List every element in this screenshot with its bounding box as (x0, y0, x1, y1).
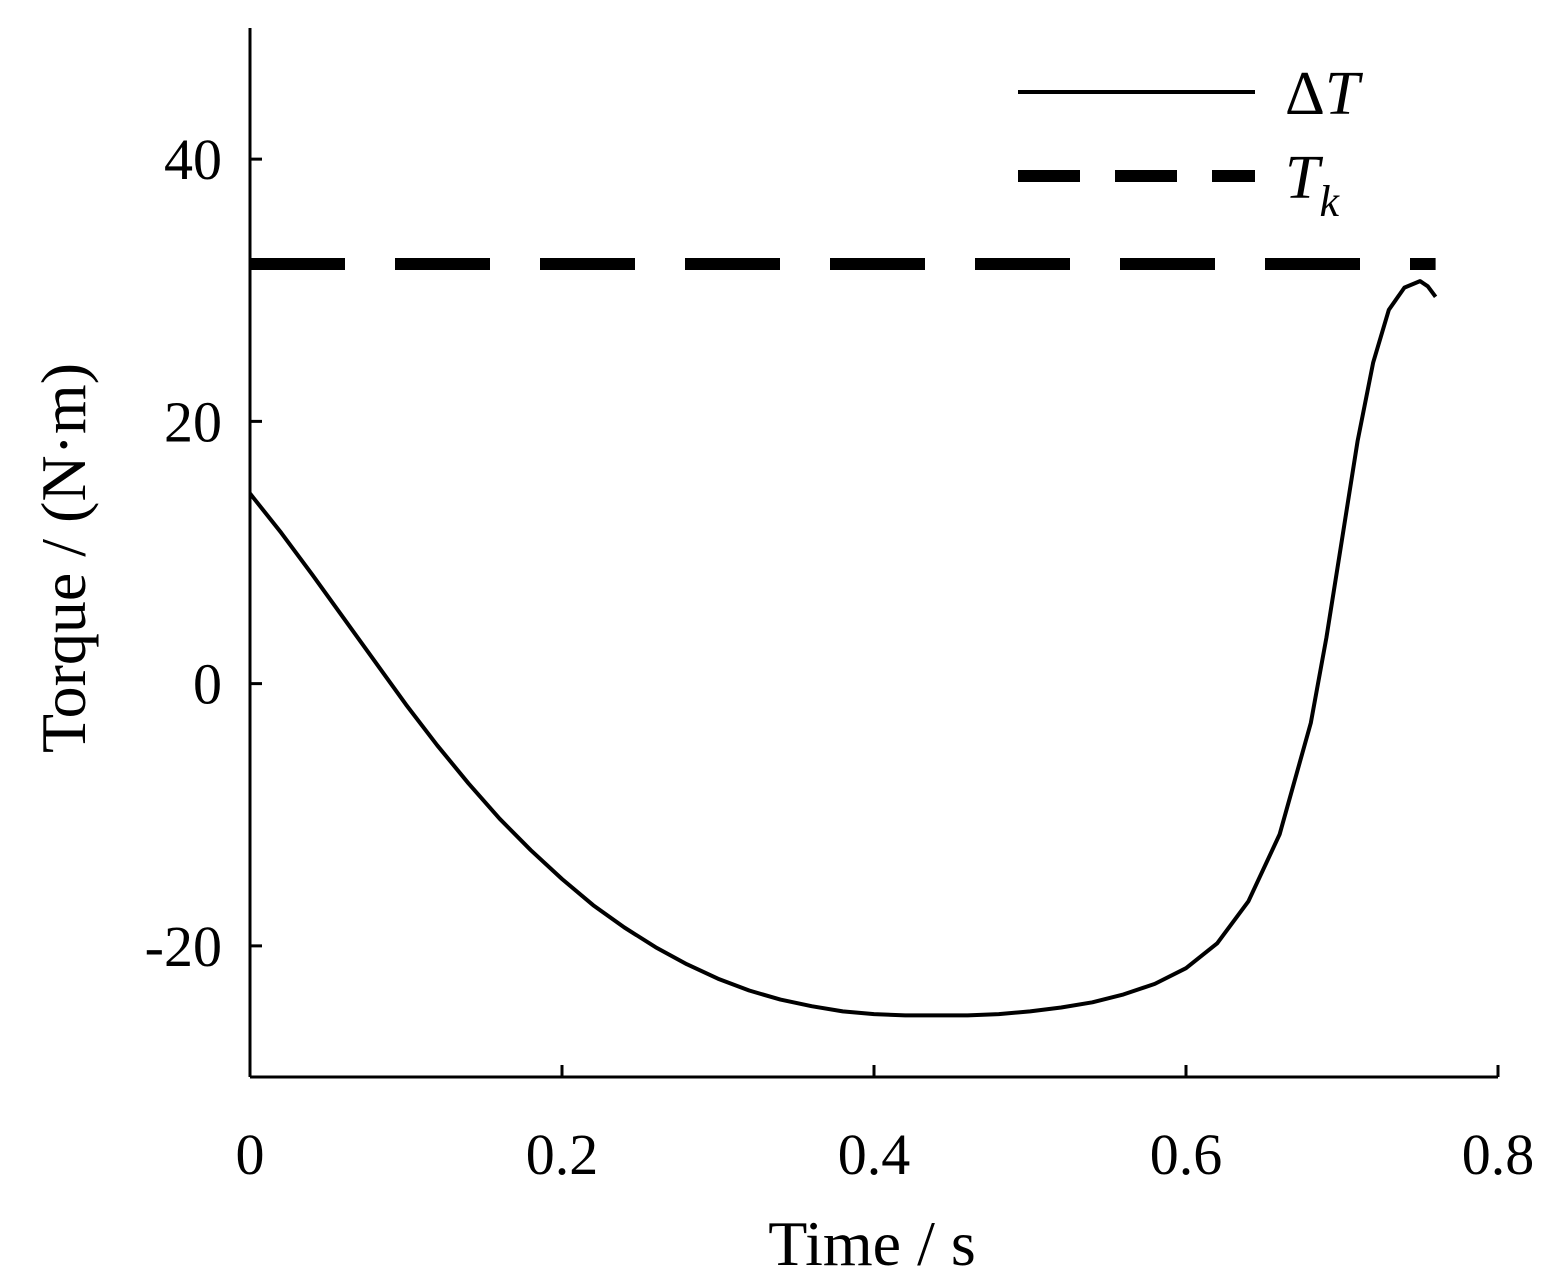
legend-label: Tk (1285, 144, 1340, 226)
series-lines (248, 258, 1438, 1018)
y-axis-title: Torque / (N·m) (28, 363, 99, 753)
series-line-solid (248, 279, 1438, 1018)
x-tick-label: 0 (236, 1122, 265, 1187)
x-tick-label: 0.8 (1462, 1122, 1535, 1187)
x-tick-label: 0.6 (1150, 1122, 1223, 1187)
y-ticks: -20 0 20 40 (145, 127, 262, 979)
x-ticks: 0 0.2 0.4 0.6 0.8 (236, 1065, 1535, 1187)
x-tick-label: 0.4 (838, 1122, 911, 1187)
y-tick-label: 40 (164, 127, 222, 192)
legend: ΔT Tk (1018, 60, 1364, 226)
y-tick-label: 0 (193, 652, 222, 717)
x-tick-label: 0.2 (526, 1122, 599, 1187)
y-tick-label: 20 (164, 389, 222, 454)
legend-label: ΔT (1285, 60, 1364, 128)
y-tick-label: -20 (145, 914, 222, 979)
x-axis-title: Time / s (768, 1208, 976, 1279)
